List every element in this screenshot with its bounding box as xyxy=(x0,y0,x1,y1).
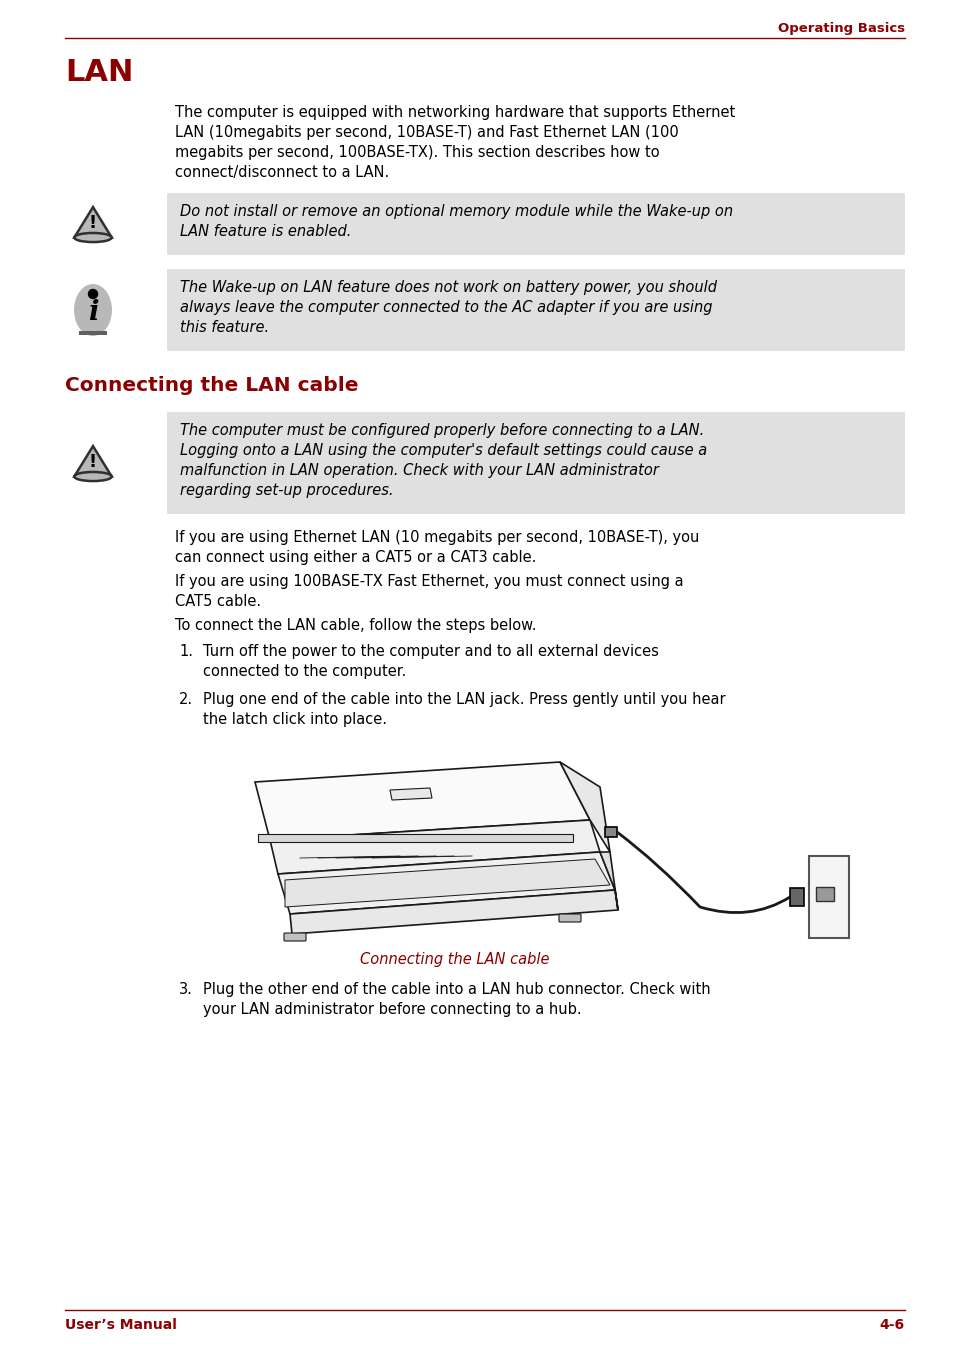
Text: your LAN administrator before connecting to a hub.: your LAN administrator before connecting… xyxy=(203,1002,581,1017)
Text: connected to the computer.: connected to the computer. xyxy=(203,664,406,679)
FancyBboxPatch shape xyxy=(789,888,803,907)
Text: If you are using 100BASE-TX Fast Ethernet, you must connect using a: If you are using 100BASE-TX Fast Etherne… xyxy=(174,575,683,590)
Polygon shape xyxy=(254,762,589,840)
Polygon shape xyxy=(270,820,599,874)
Text: If you are using Ethernet LAN (10 megabits per second, 10BASE-T), you: If you are using Ethernet LAN (10 megabi… xyxy=(174,530,699,545)
Text: The computer must be configured properly before connecting to a LAN.: The computer must be configured properly… xyxy=(180,424,703,438)
Text: 3.: 3. xyxy=(179,982,193,997)
Text: this feature.: this feature. xyxy=(180,320,269,335)
Text: !: ! xyxy=(89,453,97,471)
Text: Do not install or remove an optional memory module while the Wake-up on: Do not install or remove an optional mem… xyxy=(180,204,732,219)
FancyBboxPatch shape xyxy=(167,411,904,514)
FancyBboxPatch shape xyxy=(167,193,904,255)
FancyBboxPatch shape xyxy=(558,915,580,921)
Text: can connect using either a CAT5 or a CAT3 cable.: can connect using either a CAT5 or a CAT… xyxy=(174,550,536,565)
Polygon shape xyxy=(559,762,609,853)
Text: LAN (10megabits per second, 10BASE-T) and Fast Ethernet LAN (100: LAN (10megabits per second, 10BASE-T) an… xyxy=(174,125,678,140)
Text: i: i xyxy=(88,299,98,326)
FancyBboxPatch shape xyxy=(79,331,107,335)
Text: LAN feature is enabled.: LAN feature is enabled. xyxy=(180,224,351,239)
Text: regarding set-up procedures.: regarding set-up procedures. xyxy=(180,483,393,498)
Polygon shape xyxy=(285,859,609,907)
Text: the latch click into place.: the latch click into place. xyxy=(203,712,387,727)
Text: malfunction in LAN operation. Check with your LAN administrator: malfunction in LAN operation. Check with… xyxy=(180,463,659,478)
Text: Connecting the LAN cable: Connecting the LAN cable xyxy=(65,376,358,395)
Text: Plug one end of the cable into the LAN jack. Press gently until you hear: Plug one end of the cable into the LAN j… xyxy=(203,692,725,707)
Polygon shape xyxy=(599,853,618,911)
Polygon shape xyxy=(74,447,112,476)
Text: Plug the other end of the cable into a LAN hub connector. Check with: Plug the other end of the cable into a L… xyxy=(203,982,710,997)
Text: Connecting the LAN cable: Connecting the LAN cable xyxy=(360,952,549,967)
Text: Operating Basics: Operating Basics xyxy=(777,22,904,35)
Text: The Wake-up on LAN feature does not work on battery power, you should: The Wake-up on LAN feature does not work… xyxy=(180,281,717,295)
FancyBboxPatch shape xyxy=(808,857,848,938)
FancyBboxPatch shape xyxy=(257,834,573,842)
Polygon shape xyxy=(290,890,618,934)
Text: Logging onto a LAN using the computer's default settings could cause a: Logging onto a LAN using the computer's … xyxy=(180,442,706,459)
Ellipse shape xyxy=(74,472,112,482)
Polygon shape xyxy=(277,853,615,915)
Text: CAT5 cable.: CAT5 cable. xyxy=(174,594,261,608)
Text: connect/disconnect to a LAN.: connect/disconnect to a LAN. xyxy=(174,165,389,179)
Text: To connect the LAN cable, follow the steps below.: To connect the LAN cable, follow the ste… xyxy=(174,618,536,633)
Text: User’s Manual: User’s Manual xyxy=(65,1318,176,1331)
Text: 4-6: 4-6 xyxy=(879,1318,904,1331)
Text: The computer is equipped with networking hardware that supports Ethernet: The computer is equipped with networking… xyxy=(174,105,735,120)
Polygon shape xyxy=(74,208,112,237)
Text: megabits per second, 100BASE-TX). This section describes how to: megabits per second, 100BASE-TX). This s… xyxy=(174,144,659,161)
Ellipse shape xyxy=(74,233,112,241)
FancyBboxPatch shape xyxy=(815,888,833,901)
Text: always leave the computer connected to the AC adapter if you are using: always leave the computer connected to t… xyxy=(180,299,712,316)
FancyBboxPatch shape xyxy=(604,827,617,836)
Text: 2.: 2. xyxy=(179,692,193,707)
FancyBboxPatch shape xyxy=(284,934,306,942)
Ellipse shape xyxy=(74,285,112,336)
FancyBboxPatch shape xyxy=(167,268,904,351)
Text: LAN: LAN xyxy=(65,58,133,86)
Polygon shape xyxy=(390,788,432,800)
Text: Turn off the power to the computer and to all external devices: Turn off the power to the computer and t… xyxy=(203,643,659,660)
Circle shape xyxy=(89,290,97,298)
Text: 1.: 1. xyxy=(179,643,193,660)
Text: !: ! xyxy=(89,214,97,232)
